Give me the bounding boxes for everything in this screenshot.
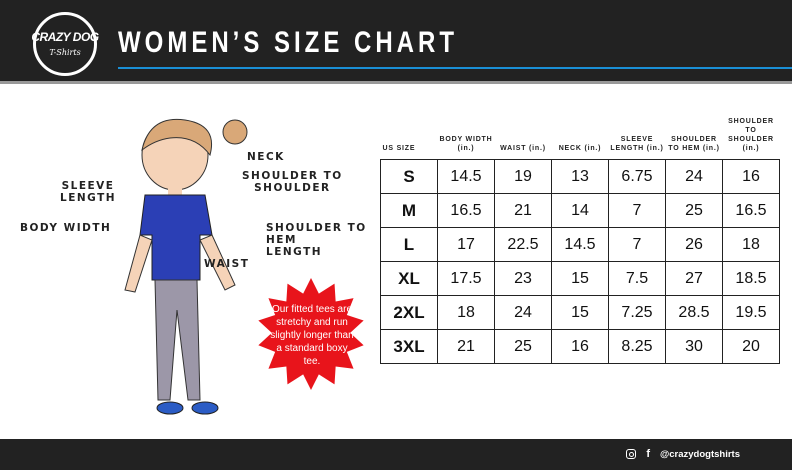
facebook-icon[interactable]: f	[646, 448, 650, 460]
measurement-cell: 24	[494, 295, 552, 330]
col-us-size: US SIZE	[382, 145, 416, 152]
instagram-icon[interactable]	[626, 449, 637, 459]
measurement-cell: 18	[722, 227, 780, 262]
label-waist: WAIST	[204, 258, 250, 270]
callout-starburst	[258, 278, 364, 390]
measurement-cell: 17.5	[437, 261, 495, 296]
measurement-cell: 18	[437, 295, 495, 330]
col-neck: NECK (in.)	[558, 145, 602, 152]
label-neck: NECK	[247, 151, 285, 163]
header: CRAZY DOG T-Shirts WOMEN’S SIZE CHART	[0, 0, 792, 84]
col-shoulder-to-shoulder: SHOULDER TO SHOULDER (in.)	[728, 118, 774, 152]
logo-sub-text: T-Shirts	[49, 48, 81, 57]
measurement-cell: 14	[551, 193, 609, 228]
callout-text: Our fitted tees are stretchy and run sli…	[270, 304, 354, 367]
measurement-cell: 14.5	[551, 227, 609, 262]
measurement-cell: 24	[665, 159, 723, 194]
measurement-cell: 16.5	[722, 193, 780, 228]
measurement-cell: 25	[665, 193, 723, 228]
crazy-dog-logo: CRAZY DOG T-Shirts	[31, 12, 99, 76]
label-sleeve-length: SLEEVE LENGTH	[60, 180, 117, 204]
measurement-cell: 16	[551, 329, 609, 364]
col-waist: WAIST (in.)	[500, 145, 546, 152]
size-cell: 2XL	[380, 295, 438, 330]
size-cell: M	[380, 193, 438, 228]
size-cell: 3XL	[380, 329, 438, 364]
woman-figure-illustration	[124, 118, 248, 415]
page-title: WOMEN’S SIZE CHART	[118, 26, 458, 59]
measurement-cell: 21	[494, 193, 552, 228]
table-row: 2XL 18 24 15 7.25 28.5 19.5	[380, 295, 780, 330]
size-cell: S	[380, 159, 438, 194]
measurement-cell: 7.5	[608, 261, 666, 296]
measurement-cell: 7	[608, 227, 666, 262]
measurement-cell: 19.5	[722, 295, 780, 330]
measurement-cell: 7.25	[608, 295, 666, 330]
measurement-cell: 18.5	[722, 261, 780, 296]
social-links[interactable]: f @crazydogtshirts	[626, 448, 740, 460]
table-row: S 14.5 19 13 6.75 24 16	[380, 159, 780, 194]
logo-main-text: CRAZY DOG	[31, 30, 99, 44]
measurement-cell: 22.5	[494, 227, 552, 262]
measurement-cell: 7	[608, 193, 666, 228]
measurement-cell: 25	[494, 329, 552, 364]
measurement-cell: 16	[722, 159, 780, 194]
measurement-cell: 21	[437, 329, 495, 364]
col-shoulder-to-hem: SHOULDER TO HEM (in.)	[668, 136, 720, 152]
measurement-cell: 6.75	[608, 159, 666, 194]
table-row: 3XL 21 25 16 8.25 30 20	[380, 329, 780, 364]
col-sleeve-length: SLEEVE LENGTH (in.)	[610, 136, 664, 152]
measurement-cell: 14.5	[437, 159, 495, 194]
header-divider	[118, 67, 792, 69]
measurement-cell: 13	[551, 159, 609, 194]
social-handle[interactable]: @crazydogtshirts	[659, 448, 740, 460]
size-cell: L	[380, 227, 438, 262]
measurement-cell: 15	[551, 261, 609, 296]
table-row: L 17 22.5 14.5 7 26 18	[380, 227, 780, 262]
measurement-cell: 28.5	[665, 295, 723, 330]
label-shoulder-to-shoulder: SHOULDER TO SHOULDER	[242, 170, 343, 194]
measurement-cell: 23	[494, 261, 552, 296]
table-header-row: US SIZE BODY WIDTH (in.) WAIST (in.) NEC…	[381, 117, 780, 160]
measurement-cell: 30	[665, 329, 723, 364]
measurement-cell: 20	[722, 329, 780, 364]
size-cell: XL	[380, 261, 438, 296]
table-row: M 16.5 21 14 7 25 16.5	[380, 193, 780, 228]
measurement-cell: 27	[665, 261, 723, 296]
measurement-cell: 19	[494, 159, 552, 194]
measurement-cell: 26	[665, 227, 723, 262]
measurement-cell: 16.5	[437, 193, 495, 228]
measurement-cell: 8.25	[608, 329, 666, 364]
measurement-cell: 15	[551, 295, 609, 330]
footer: f @crazydogtshirts	[0, 439, 792, 470]
label-body-width: BODY WIDTH	[20, 222, 112, 234]
label-shoulder-to-hem: SHOULDER TO HEM LENGTH	[266, 222, 367, 258]
size-table: US SIZE BODY WIDTH (in.) WAIST (in.) NEC…	[380, 117, 780, 364]
col-body-width: BODY WIDTH (in.)	[439, 136, 493, 152]
table-row: XL 17.5 23 15 7.5 27 18.5	[380, 261, 780, 296]
measurement-cell: 17	[437, 227, 495, 262]
